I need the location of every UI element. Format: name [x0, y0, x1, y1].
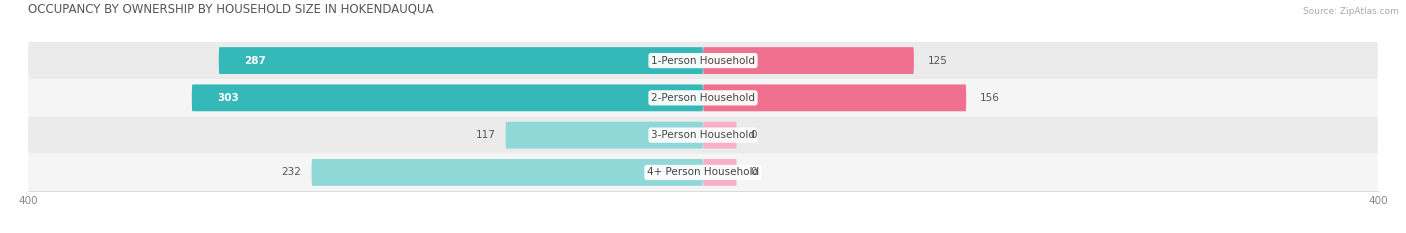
FancyBboxPatch shape: [703, 84, 966, 111]
Text: OCCUPANCY BY OWNERSHIP BY HOUSEHOLD SIZE IN HOKENDAUQUA: OCCUPANCY BY OWNERSHIP BY HOUSEHOLD SIZE…: [28, 3, 433, 16]
Text: 2-Person Household: 2-Person Household: [651, 93, 755, 103]
FancyBboxPatch shape: [219, 47, 703, 74]
Text: 232: 232: [281, 168, 301, 177]
Text: 156: 156: [980, 93, 1000, 103]
FancyBboxPatch shape: [191, 84, 703, 111]
Text: 117: 117: [475, 130, 495, 140]
Text: 287: 287: [245, 56, 266, 65]
FancyBboxPatch shape: [28, 79, 1378, 116]
Text: 0: 0: [751, 168, 756, 177]
Text: 3-Person Household: 3-Person Household: [651, 130, 755, 140]
FancyBboxPatch shape: [28, 154, 1378, 191]
Text: 303: 303: [217, 93, 239, 103]
FancyBboxPatch shape: [312, 159, 703, 186]
FancyBboxPatch shape: [703, 159, 737, 186]
FancyBboxPatch shape: [28, 42, 1378, 79]
Text: 1-Person Household: 1-Person Household: [651, 56, 755, 65]
FancyBboxPatch shape: [703, 47, 914, 74]
Text: Source: ZipAtlas.com: Source: ZipAtlas.com: [1303, 7, 1399, 16]
FancyBboxPatch shape: [703, 122, 737, 149]
Text: 4+ Person Household: 4+ Person Household: [647, 168, 759, 177]
Text: 0: 0: [751, 130, 756, 140]
FancyBboxPatch shape: [506, 122, 703, 149]
Text: 125: 125: [928, 56, 948, 65]
FancyBboxPatch shape: [28, 116, 1378, 154]
